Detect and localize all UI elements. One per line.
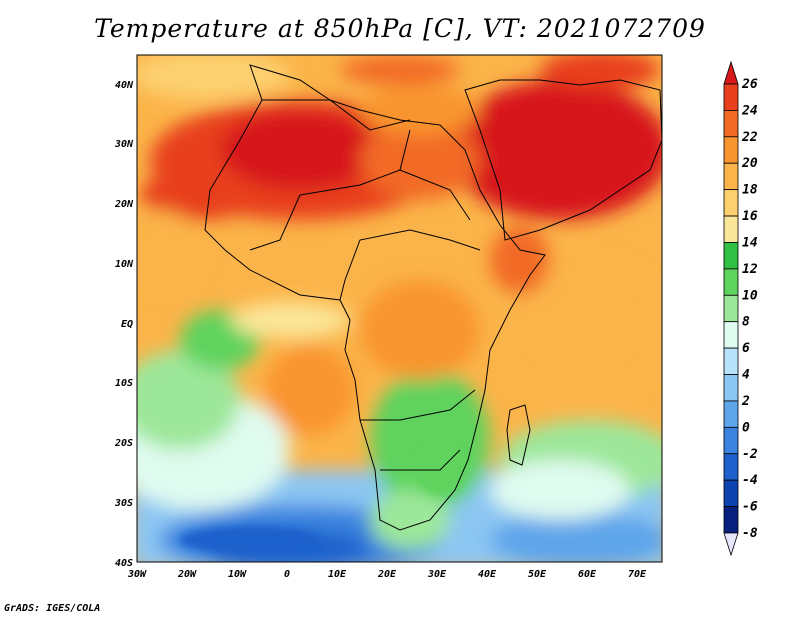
latitude-labels: 40N 30N 20N 10N EQ 10S 20S 30S 40S	[114, 80, 134, 569]
colorbar-swatch	[723, 347, 739, 375]
colorbar-swatch	[723, 268, 739, 296]
colorbar-label: 22	[741, 130, 758, 145]
lon-label: 20E	[377, 569, 397, 580]
lon-label: 0	[284, 569, 290, 580]
colorbar-top-arrow	[723, 60, 739, 85]
lat-label: 20S	[114, 438, 133, 449]
colorbar-label: 16	[742, 209, 758, 224]
colorbar-label: -6	[742, 500, 758, 515]
lon-label: 30W	[127, 569, 147, 580]
map-frame	[136, 54, 663, 563]
temperature-field	[137, 55, 662, 562]
colorbar-swatch	[723, 374, 739, 402]
colorbar-swatch	[723, 400, 739, 428]
lon-label: 10W	[228, 569, 247, 580]
colorbar-label: -2	[742, 447, 758, 462]
colorbar-label: 20	[741, 156, 758, 171]
colorbar-swatch	[723, 162, 739, 191]
lat-label: 10N	[115, 259, 134, 270]
coastlines	[204, 64, 662, 531]
colorbar-label: -4	[742, 473, 758, 488]
colorbar-label: 10	[742, 288, 758, 303]
colorbar-swatch	[723, 426, 739, 455]
colorbar-label: 0	[742, 420, 750, 435]
colorbar-label: 26	[741, 77, 758, 92]
colorbar-swatch	[723, 294, 739, 323]
colorbar-label: 4	[742, 368, 750, 383]
colorbar-swatch	[723, 453, 739, 481]
colorbar-swatch	[723, 506, 739, 534]
lat-label: EQ	[121, 319, 133, 330]
colorbar-bottom-arrow	[723, 532, 739, 557]
colorbar	[723, 60, 739, 557]
colorbar-swatch	[723, 110, 739, 138]
lon-label: 60E	[578, 569, 597, 580]
colorbar-swatch	[723, 215, 739, 243]
colorbar-label: -8	[742, 526, 758, 541]
lon-label: 30E	[427, 569, 447, 580]
colorbar-label: 24	[741, 103, 758, 118]
lon-label: 50E	[528, 569, 547, 580]
colorbar-label: 2	[741, 394, 750, 409]
lon-label: 20W	[177, 569, 197, 580]
longitude-labels: 30W 20W 10W 0 10E 20E 30E 40E 50E 60E 70…	[127, 569, 647, 580]
colorbar-label: 6	[742, 341, 750, 356]
colorbar-label: 18	[742, 183, 758, 198]
lon-label: 10E	[328, 569, 347, 580]
lat-label: 40S	[115, 558, 133, 569]
lat-label: 20N	[114, 199, 134, 210]
lat-label: 10S	[115, 378, 133, 389]
colorbar-swatch	[723, 83, 739, 111]
lon-label: 70E	[628, 569, 647, 580]
colorbar-swatch	[723, 242, 739, 270]
lat-label: 30S	[114, 498, 133, 509]
credit-label: GrADS: IGES/COLA	[4, 603, 101, 614]
colorbar-label: 14	[742, 235, 758, 250]
lat-label: 30N	[114, 139, 134, 150]
colorbar-swatch	[723, 479, 739, 507]
lon-label: 40E	[478, 569, 497, 580]
map-title: Temperature at 850hPa [C], VT: 202107270…	[94, 14, 706, 43]
lat-label: 40N	[115, 80, 134, 91]
colorbar-swatch	[723, 136, 739, 164]
colorbar-swatch	[723, 189, 739, 217]
colorbar-swatch	[723, 321, 739, 349]
colorbar-label: 8	[742, 315, 750, 330]
colorbar-label: 12	[742, 262, 758, 277]
